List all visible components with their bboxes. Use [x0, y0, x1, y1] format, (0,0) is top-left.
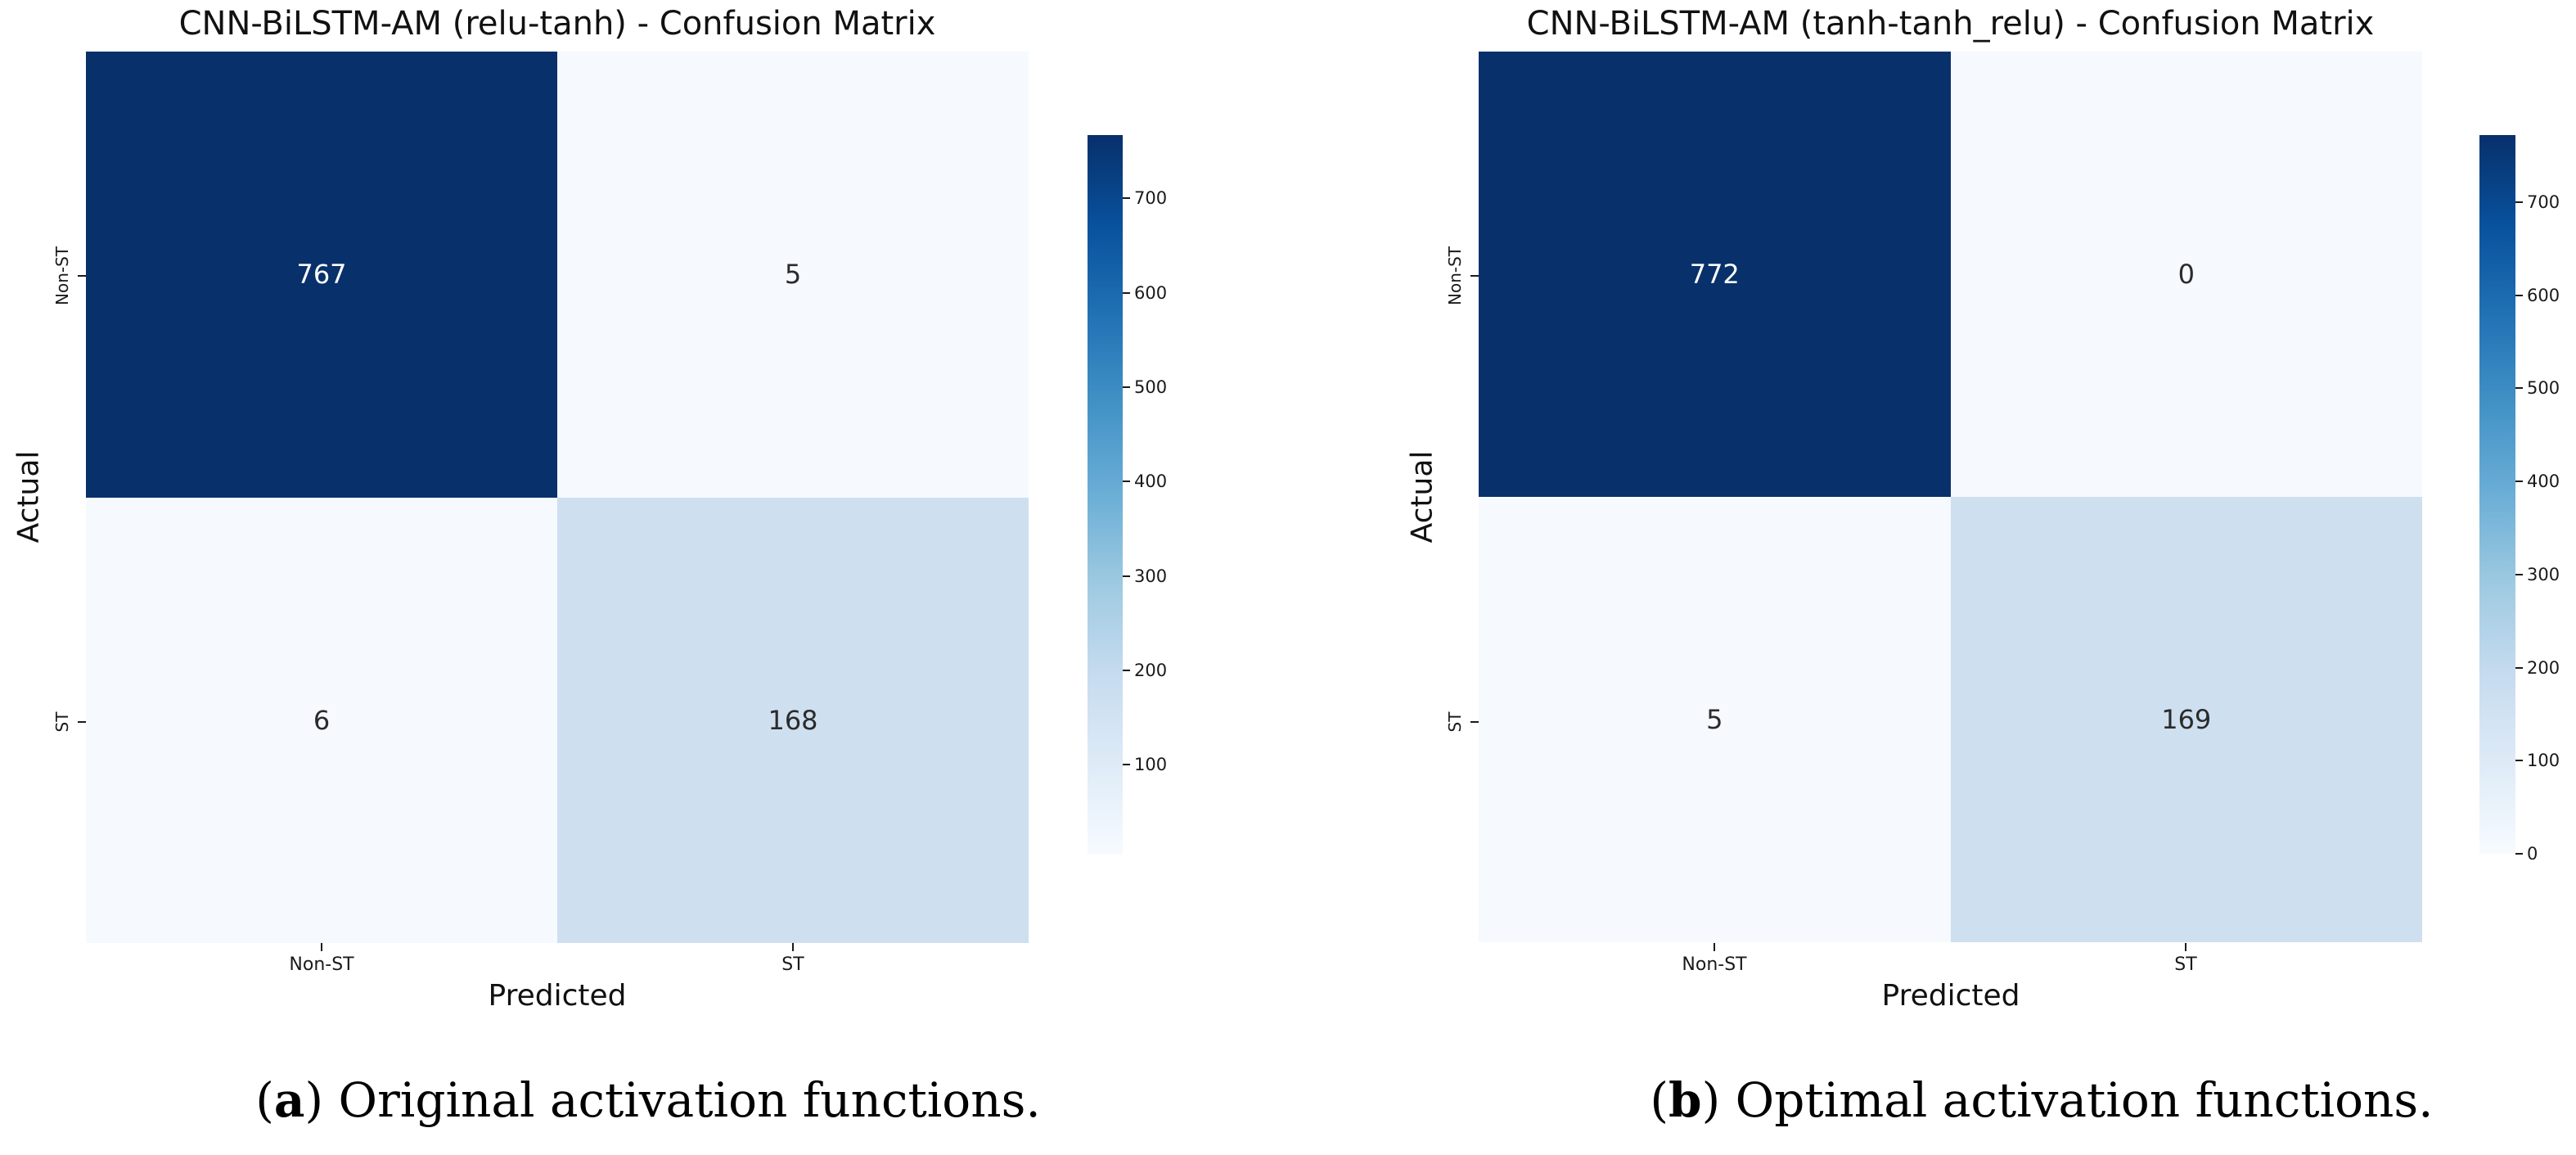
- heatmap-cell-actual-st-pred-nonst: 6: [86, 497, 557, 943]
- colorbar-tick-label: 500: [2527, 378, 2560, 399]
- y-tick-mark: [1470, 275, 1479, 277]
- colorbar-tick-label: 600: [1134, 282, 1168, 303]
- x-tick-mark: [321, 943, 322, 951]
- colorbar-tick-mark: [1123, 386, 1130, 388]
- colorbar-tick-label: 100: [1134, 755, 1168, 775]
- y-axis-label: Actual: [1405, 450, 1439, 544]
- y-tick-label-nonst: Non-ST: [1445, 246, 1465, 306]
- colorbar-tick-label: 0: [2527, 844, 2538, 864]
- y-tick-mark: [78, 275, 86, 277]
- caption-a-marker: a: [273, 1072, 305, 1128]
- colorbar-tick-label: 200: [2527, 657, 2560, 678]
- colorbar-tick-label: 700: [2527, 192, 2560, 212]
- caption-a: (a) Original activation functions.: [255, 1072, 1041, 1128]
- x-tick-mark: [2185, 943, 2186, 951]
- colorbar-tick-mark: [2515, 294, 2523, 296]
- colorbar-tick-label: 100: [2527, 751, 2560, 771]
- heatmap-grid: 772 0 5 169: [1479, 52, 2422, 942]
- caption-b-open: (: [1650, 1072, 1669, 1128]
- y-tick-mark: [78, 721, 86, 723]
- colorbar-tick-label: 300: [1134, 566, 1168, 586]
- colorbar-tick-mark: [1123, 197, 1130, 200]
- colorbar-tick-mark: [1123, 480, 1130, 483]
- heatmap-cell-actual-nonst-pred-st: 0: [1950, 52, 2422, 497]
- caption-a-text: ) Original activation functions.: [304, 1072, 1041, 1128]
- colorbar-tick-mark: [2515, 387, 2523, 390]
- heatmap-cell-actual-nonst-pred-st: 5: [557, 52, 1029, 498]
- heatmap-cell-actual-st-pred-st: 168: [557, 497, 1029, 943]
- colorbar-tick-mark: [1123, 575, 1130, 577]
- caption-b-marker: b: [1669, 1072, 1702, 1128]
- colorbar-tick-label: 500: [1134, 377, 1168, 397]
- x-tick-label-nonst: Non-ST: [1682, 954, 1747, 975]
- x-axis-label: Predicted: [1881, 979, 2020, 1013]
- colorbar-tick-label: 700: [1134, 188, 1168, 209]
- x-tick-mark: [792, 943, 794, 951]
- y-tick-mark: [1470, 721, 1479, 723]
- colorbar: [2479, 135, 2515, 854]
- heatmap-cell-actual-nonst-pred-nonst: 772: [1479, 52, 1951, 497]
- y-tick-label-st: ST: [1445, 711, 1465, 733]
- colorbar-tick-label: 300: [2527, 564, 2560, 584]
- colorbar-tick-mark: [2515, 573, 2523, 575]
- colorbar-tick-mark: [1123, 670, 1130, 672]
- chart-title: CNN-BiLSTM-AM (relu-tanh) - Confusion Ma…: [178, 5, 936, 43]
- x-tick-label-st: ST: [781, 954, 804, 975]
- colorbar-tick-label: 400: [1134, 471, 1168, 492]
- heatmap-cell-actual-st-pred-st: 169: [1950, 497, 2422, 942]
- x-tick-mark: [1714, 943, 1715, 951]
- x-tick-label-st: ST: [2174, 954, 2197, 975]
- colorbar-tick-label: 600: [2527, 285, 2560, 305]
- x-tick-label-nonst: Non-ST: [289, 954, 354, 975]
- heatmap-cell-actual-nonst-pred-nonst: 767: [86, 52, 557, 498]
- colorbar-tick-mark: [2515, 853, 2523, 855]
- caption-b: (b) Optimal activation functions.: [1650, 1072, 2433, 1128]
- heatmap-grid: 767 5 6 168: [86, 52, 1029, 943]
- colorbar-tick-mark: [1123, 291, 1130, 294]
- chart-title: CNN-BiLSTM-AM (tanh-tanh_relu) - Confusi…: [1526, 5, 2375, 43]
- colorbar-tick-mark: [2515, 480, 2523, 483]
- colorbar-tick-label: 400: [2527, 471, 2560, 492]
- x-axis-label: Predicted: [488, 979, 627, 1013]
- colorbar-tick-mark: [2515, 201, 2523, 203]
- caption-b-text: ) Optimal activation functions.: [1701, 1072, 2434, 1128]
- colorbar-tick-label: 200: [1134, 661, 1168, 681]
- colorbar-tick-mark: [1123, 764, 1130, 766]
- colorbar-tick-mark: [2515, 760, 2523, 762]
- caption-a-open: (: [255, 1072, 274, 1128]
- colorbar-tick-mark: [2515, 666, 2523, 669]
- heatmap-cell-actual-st-pred-nonst: 5: [1479, 497, 1951, 942]
- colorbar: [1088, 135, 1123, 855]
